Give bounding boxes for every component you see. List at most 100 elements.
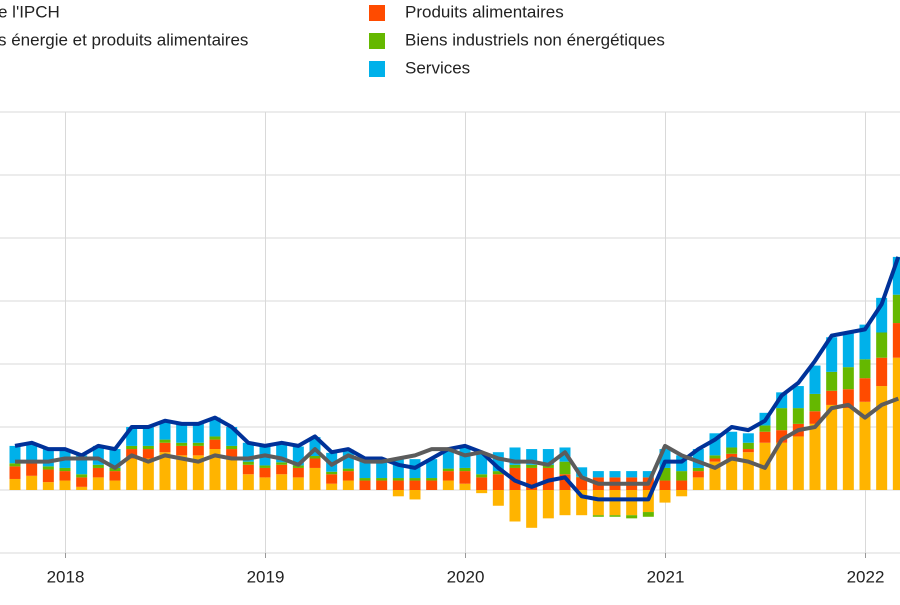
- bar: [526, 449, 538, 465]
- bar: [892, 323, 900, 358]
- bar: [109, 449, 121, 468]
- bar: [792, 386, 804, 409]
- bar: [626, 515, 638, 519]
- bar: [742, 452, 754, 490]
- bar: [259, 465, 271, 468]
- bar: [826, 371, 838, 391]
- bar: [276, 464, 288, 475]
- bar: [809, 411, 821, 424]
- bar: [492, 452, 504, 472]
- bar: [209, 417, 221, 437]
- x-tick-label: 2018: [47, 567, 85, 586]
- bar: [109, 471, 121, 481]
- bar: [42, 482, 54, 490]
- bar: [342, 468, 354, 472]
- bar: [592, 471, 604, 478]
- bar: [159, 420, 171, 440]
- bar: [826, 404, 838, 490]
- bar: [692, 467, 704, 472]
- bar: [576, 467, 588, 477]
- legend-marker: [369, 61, 385, 77]
- bar: [559, 490, 571, 516]
- bar: [359, 459, 371, 479]
- bar: [859, 401, 871, 490]
- bar: [659, 449, 671, 468]
- bar: [292, 467, 304, 478]
- bar: [509, 490, 521, 522]
- bar: [642, 512, 654, 517]
- bar: [559, 474, 571, 490]
- bar: [859, 378, 871, 402]
- bar: [692, 471, 704, 478]
- bar: [192, 423, 204, 443]
- bar: [376, 459, 388, 479]
- bar: [26, 442, 38, 461]
- bar: [892, 294, 900, 324]
- bar: [159, 452, 171, 490]
- bar: [26, 463, 38, 476]
- bar: [609, 490, 621, 516]
- bar: [192, 445, 204, 456]
- bar: [492, 471, 504, 475]
- bar: [209, 449, 221, 490]
- line: [15, 396, 900, 486]
- bar: [692, 449, 704, 468]
- bar: [876, 357, 888, 387]
- bar: [659, 467, 671, 481]
- bar: [142, 449, 154, 459]
- bar: [592, 490, 604, 516]
- bar: [876, 386, 888, 490]
- bar: [76, 486, 88, 490]
- bar: [359, 478, 371, 481]
- bar: [442, 468, 454, 472]
- bar: [309, 455, 321, 459]
- bar: [226, 445, 238, 450]
- bar: [526, 490, 538, 528]
- bar: [9, 466, 21, 479]
- bar: [9, 478, 21, 490]
- bar: [9, 445, 21, 464]
- bar: [176, 423, 188, 443]
- x-tick-label: 2022: [847, 567, 885, 586]
- bar: [376, 480, 388, 490]
- bar: [42, 449, 54, 467]
- bar: [59, 471, 71, 481]
- bar: [342, 480, 354, 490]
- bar: [309, 458, 321, 468]
- bar: [492, 474, 504, 490]
- bar: [292, 446, 304, 466]
- bar: [126, 427, 138, 446]
- legend-label: Biens industriels non énergétiques: [405, 30, 665, 49]
- bar: [509, 447, 521, 465]
- legend-marker: [369, 5, 385, 21]
- bar: [642, 471, 654, 478]
- bar: [476, 474, 488, 478]
- bar: [609, 515, 621, 517]
- bar: [892, 357, 900, 490]
- bar: [709, 458, 721, 462]
- bar: [159, 439, 171, 443]
- bar: [159, 442, 171, 453]
- bar: [326, 483, 338, 490]
- bar: [726, 453, 738, 459]
- bar: [226, 449, 238, 459]
- bar: [126, 445, 138, 450]
- bar: [242, 461, 254, 465]
- bar: [176, 445, 188, 456]
- bar: [309, 467, 321, 490]
- bar: [92, 445, 104, 465]
- bar: [576, 490, 588, 516]
- bar: [276, 462, 288, 465]
- bar: [326, 471, 338, 475]
- bar: [759, 431, 771, 443]
- bar: [542, 449, 554, 465]
- bar: [126, 458, 138, 490]
- x-tick-label: 2020: [447, 567, 485, 586]
- bar: [142, 445, 154, 450]
- bar: [309, 437, 321, 456]
- bar: [409, 478, 421, 481]
- bar: [142, 458, 154, 490]
- bar: [692, 477, 704, 490]
- bar: [509, 464, 521, 468]
